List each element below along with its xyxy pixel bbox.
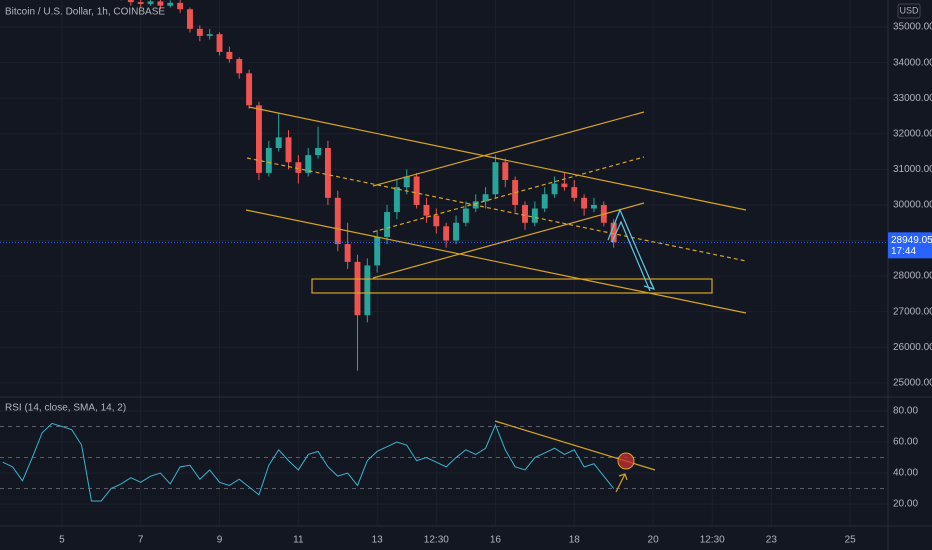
candle-body: [561, 183, 568, 188]
y-tick-label: 28000.00: [893, 271, 932, 282]
rsi-title: RSI (14, close, SMA, 14, 2): [5, 403, 126, 414]
candle-body: [295, 162, 302, 173]
x-tick-label: 5: [59, 535, 65, 546]
trendline: [372, 202, 645, 279]
y-tick-label: 27000.00: [893, 306, 932, 317]
countdown: 17:44: [891, 246, 916, 257]
candle-body: [551, 183, 558, 195]
projection-arrow: [607, 208, 656, 292]
candle-body: [206, 34, 213, 36]
y-tick-label: 40.00: [893, 468, 918, 479]
candle-body: [137, 2, 144, 4]
candle-body: [305, 155, 312, 173]
currency-box: [897, 3, 921, 19]
candle-body: [275, 137, 282, 149]
trendline: [372, 156, 645, 233]
x-tick-label: 11: [293, 535, 304, 546]
candle-body: [393, 187, 400, 213]
y-tick-label: 60.00: [893, 437, 918, 448]
grid: [0, 0, 888, 526]
x-tick-label: 16: [490, 535, 502, 546]
candle-body: [591, 204, 597, 209]
candle-body: [571, 187, 578, 198]
x-tick-label: 7: [138, 535, 144, 546]
candle-body: [315, 148, 322, 156]
candle-body: [433, 215, 440, 227]
last-price-box: [888, 232, 932, 259]
trendline: [245, 209, 747, 314]
candle-body: [265, 148, 272, 173]
candle-body: [344, 244, 351, 262]
candle-body: [187, 9, 193, 29]
x-tick-label: 13: [372, 535, 384, 546]
candle-body: [482, 194, 489, 202]
candle-body: [403, 176, 410, 188]
drawings: [245, 106, 747, 493]
y-tick-label: 26000.00: [893, 342, 932, 353]
candle-body: [413, 176, 420, 205]
x-tick-label: 18: [569, 535, 581, 546]
candle-body: [216, 34, 223, 52]
candle-body: [324, 148, 331, 198]
x-tick-label: 12:30: [424, 535, 449, 546]
candle-body: [334, 197, 341, 245]
candle-body: [541, 194, 548, 209]
candle-body: [285, 137, 292, 163]
rsi-arrow: [615, 473, 628, 493]
candle-body: [157, 1, 164, 6]
candle-body: [502, 162, 509, 181]
y-tick-label: 80.00: [893, 406, 918, 417]
breakout-marker: [617, 452, 635, 470]
y-tick-label: 31000.00: [893, 164, 932, 175]
y-tick-label: 20.00: [893, 499, 918, 510]
x-tick-label: 20: [648, 535, 660, 546]
candle-body: [374, 236, 381, 266]
y-tick-label: 25000.00: [893, 377, 932, 388]
rsi-line: [2, 422, 615, 502]
trendline: [372, 111, 645, 187]
support-zone: [311, 278, 713, 294]
candle-body: [581, 197, 588, 209]
candle-body: [531, 208, 538, 223]
candle-body: [522, 204, 528, 223]
last-price-label: 28949.05: [891, 235, 932, 246]
candle-body: [610, 222, 617, 243]
currency: USD: [899, 5, 919, 15]
candle-body: [127, 0, 134, 3]
candle-body: [255, 105, 262, 173]
candle-body: [246, 73, 253, 106]
candle-body: [443, 226, 450, 241]
y-tick-label: 30000.00: [893, 200, 932, 211]
candle-body: [492, 162, 499, 195]
candle-body: [354, 261, 361, 316]
chart-title: Bitcoin / U.S. Dollar, 1h, COINBASE: [5, 7, 165, 18]
candle-body: [147, 1, 154, 4]
x-tick-label: 23: [766, 535, 778, 546]
candle-body: [177, 2, 184, 10]
candle-body: [423, 204, 430, 216]
candle-body: [226, 51, 233, 60]
x-tick-label: 12:30: [700, 535, 725, 546]
candle-body: [236, 59, 243, 74]
candle-body: [364, 265, 371, 316]
y-tick-label: 32000.00: [893, 128, 932, 139]
candle-body: [453, 222, 459, 241]
candle-body: [384, 212, 391, 237]
x-tick-label: 9: [217, 535, 223, 546]
y-tick-label: 35000.00: [893, 22, 932, 33]
y-tick-label: 33000.00: [893, 93, 932, 104]
rsi-pane: [0, 422, 888, 502]
trendline: [248, 106, 747, 211]
candle-body: [462, 208, 469, 223]
x-tick-label: 25: [845, 535, 857, 546]
candle-body: [167, 2, 174, 6]
trendline: [246, 157, 747, 262]
price-pane: [0, 0, 888, 371]
candle-body: [196, 28, 203, 36]
y-tick-label: 34000.00: [893, 57, 932, 68]
